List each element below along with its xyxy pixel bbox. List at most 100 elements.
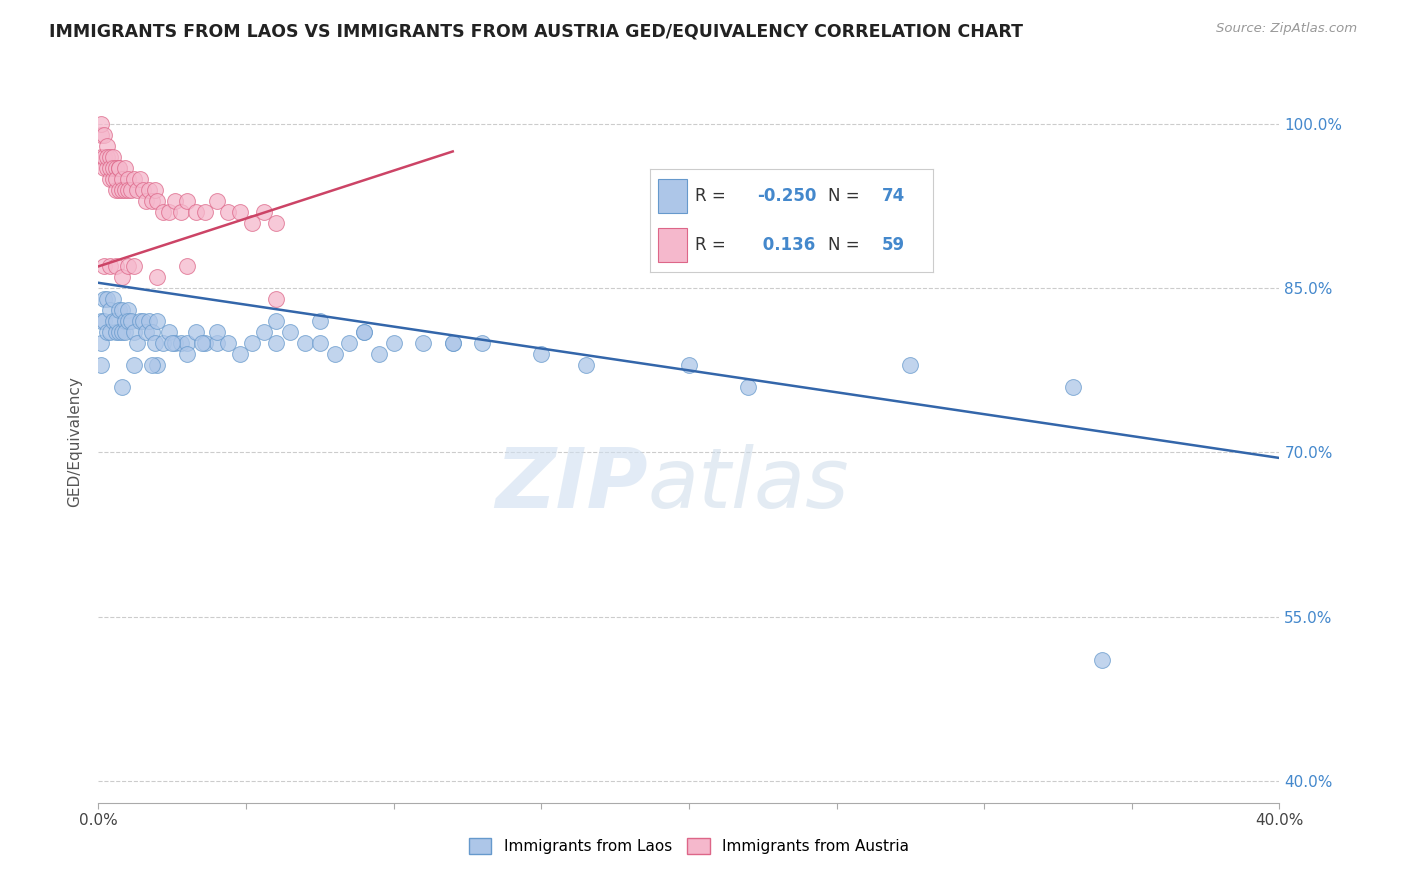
Point: [264, 216, 287, 230]
Point: [900, 358, 922, 372]
Point: [1091, 653, 1114, 667]
Point: [309, 314, 332, 328]
Point: [90, 314, 112, 328]
Point: [128, 314, 150, 328]
Point: [103, 314, 125, 328]
Point: [353, 325, 375, 339]
Point: [114, 183, 136, 197]
Text: atlas: atlas: [648, 444, 849, 525]
Point: [103, 150, 125, 164]
Point: [108, 161, 131, 175]
Point: [93, 260, 115, 274]
Point: [143, 336, 166, 351]
Text: N =: N =: [828, 235, 860, 253]
Point: [90, 150, 112, 164]
Point: [240, 336, 263, 351]
Point: [191, 336, 214, 351]
Point: [114, 325, 136, 339]
Point: [108, 161, 131, 175]
Point: [105, 260, 128, 274]
Point: [143, 183, 166, 197]
Point: [205, 336, 228, 351]
Point: [353, 325, 375, 339]
Point: [471, 336, 494, 351]
Point: [108, 303, 131, 318]
Point: [96, 139, 118, 153]
Point: [152, 204, 174, 219]
Point: [90, 358, 112, 372]
Point: [441, 336, 464, 351]
Point: [368, 347, 391, 361]
Point: [138, 314, 160, 328]
Point: [194, 336, 217, 351]
Point: [176, 347, 198, 361]
Point: [117, 303, 139, 318]
Point: [103, 171, 125, 186]
Point: [165, 194, 187, 208]
Text: ZIP: ZIP: [495, 444, 648, 525]
Point: [125, 336, 148, 351]
Point: [111, 171, 134, 186]
Point: [96, 292, 118, 306]
Point: [98, 260, 121, 274]
Point: [253, 204, 276, 219]
Point: [146, 270, 169, 285]
Point: [111, 270, 134, 285]
Point: [264, 292, 287, 306]
Point: [128, 171, 150, 186]
Point: [120, 314, 142, 328]
Text: -0.250: -0.250: [758, 187, 817, 205]
Point: [141, 194, 163, 208]
Point: [157, 204, 180, 219]
Text: 0.136: 0.136: [758, 235, 815, 253]
Point: [146, 358, 169, 372]
Point: [120, 183, 142, 197]
Point: [170, 204, 193, 219]
Point: [96, 325, 118, 339]
Point: [117, 260, 139, 274]
Point: [412, 336, 434, 351]
Point: [194, 204, 217, 219]
Point: [176, 336, 198, 351]
Point: [105, 171, 128, 186]
Point: [96, 161, 118, 175]
Point: [217, 204, 239, 219]
Y-axis label: GED/Equivalency: GED/Equivalency: [67, 376, 83, 507]
Point: [309, 336, 332, 351]
Point: [1062, 380, 1084, 394]
Point: [125, 183, 148, 197]
Point: [105, 314, 128, 328]
Point: [111, 183, 134, 197]
Point: [217, 336, 239, 351]
Point: [93, 161, 115, 175]
Point: [170, 336, 193, 351]
Point: [176, 260, 198, 274]
Point: [530, 347, 553, 361]
Point: [184, 325, 207, 339]
Point: [229, 347, 252, 361]
Text: R =: R =: [695, 187, 725, 205]
Point: [264, 336, 287, 351]
Legend: Immigrants from Laos, Immigrants from Austria: Immigrants from Laos, Immigrants from Au…: [463, 832, 915, 860]
Point: [90, 336, 112, 351]
Point: [98, 171, 121, 186]
Point: [90, 117, 112, 131]
Point: [103, 161, 125, 175]
Point: [96, 150, 118, 164]
Point: [229, 204, 252, 219]
Point: [122, 325, 145, 339]
Point: [141, 358, 163, 372]
Point: [117, 183, 139, 197]
Point: [93, 314, 115, 328]
Point: [111, 380, 134, 394]
Point: [253, 325, 276, 339]
Point: [117, 171, 139, 186]
Point: [105, 325, 128, 339]
Point: [114, 161, 136, 175]
Point: [152, 336, 174, 351]
Point: [678, 358, 700, 372]
Point: [135, 194, 157, 208]
Point: [98, 150, 121, 164]
Point: [264, 314, 287, 328]
Bar: [658, 179, 686, 213]
